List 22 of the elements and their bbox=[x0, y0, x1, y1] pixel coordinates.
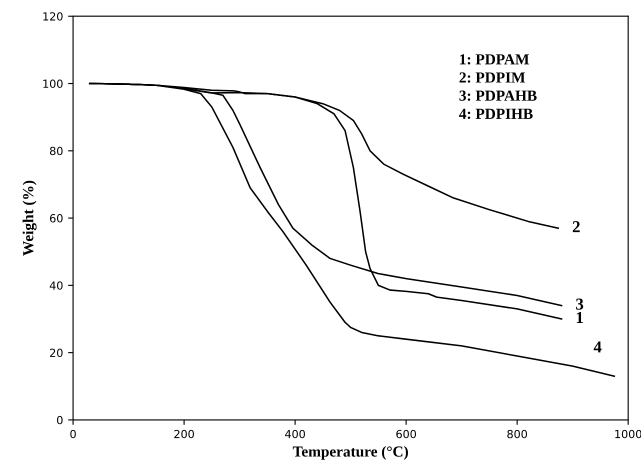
y-axis-title: Weight (%) bbox=[22, 180, 37, 256]
x-tick-label: 200 bbox=[174, 430, 194, 438]
y-tick-label: 120 bbox=[43, 12, 63, 21]
series-label: 2 bbox=[572, 221, 580, 232]
series-label: 1 bbox=[576, 312, 583, 324]
x-tick-label: 0 bbox=[70, 430, 76, 438]
x-tick-label: 800 bbox=[507, 430, 528, 438]
y-tick-label: 100 bbox=[43, 79, 63, 88]
y-tick-label: 80 bbox=[50, 146, 63, 156]
y-tick-label: 20 bbox=[50, 348, 63, 358]
y-tick-label: 40 bbox=[50, 281, 63, 290]
series-label: 4 bbox=[594, 341, 602, 352]
x-axis-title: Temperature (°C) bbox=[292, 446, 408, 460]
annotation: 3: PDPAHB bbox=[459, 90, 537, 101]
series-label: 3 bbox=[576, 298, 584, 310]
annotation: 2: PDPIM bbox=[460, 72, 526, 83]
x-tick-label: 600 bbox=[396, 430, 416, 438]
annotation: 4: PDPIHB bbox=[459, 108, 533, 120]
annotation: 1: PDPAM bbox=[460, 54, 529, 65]
x-tick-label: 400 bbox=[285, 430, 305, 438]
y-tick-label: 0 bbox=[57, 416, 63, 424]
y-tick-label: 60 bbox=[50, 214, 63, 222]
